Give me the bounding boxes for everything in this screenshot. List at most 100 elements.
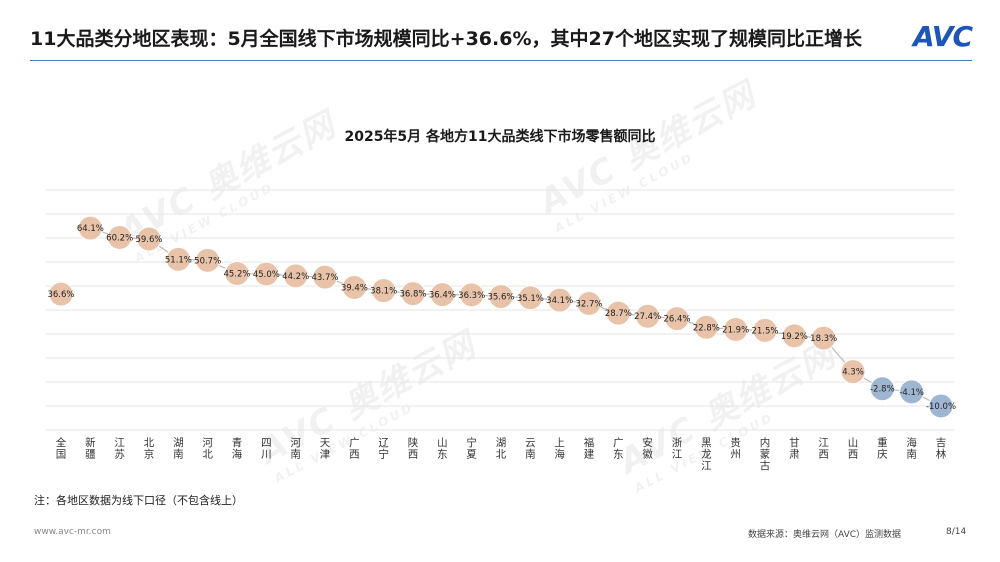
x-tick-label-18: 福 <box>584 436 595 449</box>
data-point-20[interactable] <box>635 303 661 329</box>
data-point-30[interactable] <box>928 393 954 419</box>
data-point-10[interactable] <box>341 274 367 300</box>
data-label-21: 26.4% <box>663 315 690 325</box>
data-label-24: 21.5% <box>751 326 778 336</box>
data-label-8: 44.2% <box>282 272 309 282</box>
x-tick-label-30: 吉 <box>936 437 947 449</box>
x-tick-label-22: 龙 <box>701 448 712 461</box>
data-point-3[interactable] <box>136 226 162 252</box>
x-tick-label-0: 国 <box>56 449 67 461</box>
x-tick-label-16: 云 <box>525 437 536 449</box>
website-link[interactable]: www.avc-mr.com <box>34 527 111 537</box>
data-label-20: 27.4% <box>634 312 661 322</box>
data-label-25: 19.2% <box>781 332 808 342</box>
x-tick-label-25: 肃 <box>789 449 800 461</box>
x-tick-label-25: 甘 <box>789 436 800 449</box>
data-point-19[interactable] <box>605 300 631 326</box>
data-point-0[interactable] <box>48 281 74 307</box>
x-tick-label-24: 古 <box>760 459 771 472</box>
data-label-16: 35.1% <box>517 294 544 304</box>
data-label-7: 45.0% <box>253 270 280 280</box>
x-tick-label-1: 新 <box>85 436 96 449</box>
data-point-13[interactable] <box>429 282 455 308</box>
data-point-24[interactable] <box>752 317 778 343</box>
data-point-25[interactable] <box>781 323 807 349</box>
x-tick-label-11: 宁 <box>378 448 389 461</box>
x-tick-label-19: 东 <box>613 448 624 461</box>
x-tick-label-19: 广 <box>613 437 624 449</box>
data-point-6[interactable] <box>224 261 250 287</box>
x-tick-label-13: 山 <box>437 437 448 449</box>
x-tick-label-9: 天 <box>320 437 331 449</box>
x-tick-label-5: 河 <box>202 437 213 449</box>
data-point-15[interactable] <box>488 284 514 310</box>
x-tick-label-6: 青 <box>232 436 243 449</box>
data-label-0: 36.6% <box>47 290 74 300</box>
data-label-17: 34.1% <box>546 296 573 306</box>
data-point-5[interactable] <box>195 247 221 273</box>
data-point-14[interactable] <box>459 282 485 308</box>
data-point-11[interactable] <box>371 278 397 304</box>
data-point-18[interactable] <box>576 291 602 317</box>
x-tick-label-23: 贵 <box>730 436 741 449</box>
x-tick-label-20: 徽 <box>642 448 653 461</box>
data-point-2[interactable] <box>107 225 133 251</box>
data-point-1[interactable] <box>77 215 103 241</box>
x-tick-label-16: 南 <box>525 448 536 461</box>
x-tick-label-4: 南 <box>173 448 184 461</box>
x-tick-label-8: 南 <box>290 448 301 461</box>
data-point-28[interactable] <box>869 376 895 402</box>
x-tick-label-20: 安 <box>642 436 653 449</box>
x-tick-label-1: 疆 <box>85 449 96 461</box>
page-number: 8/14 <box>946 527 967 537</box>
data-point-27[interactable] <box>840 359 866 385</box>
data-label-10: 39.4% <box>341 283 368 293</box>
x-tick-label-29: 南 <box>906 448 917 461</box>
x-tick-label-22: 江 <box>701 460 712 472</box>
x-tick-label-14: 夏 <box>466 449 477 461</box>
x-tick-label-4: 湖 <box>173 437 184 449</box>
data-label-1: 64.1% <box>77 224 104 234</box>
x-tick-label-6: 海 <box>232 448 243 461</box>
data-point-23[interactable] <box>723 316 749 342</box>
data-labels: 36.6% 64.1%60.2% 59.6%51.1% 50.7%45.2% 45.0%… <box>47 224 956 412</box>
x-tick-label-15: 北 <box>496 449 507 461</box>
data-point-17[interactable] <box>547 287 573 313</box>
data-point-7[interactable] <box>253 261 279 287</box>
footnote: 注：各地区数据为线下口径（不包含线上） <box>34 494 243 507</box>
page-title: 11大品类分地区表现：5月全国线下市场规模同比+36.6%，其中27个地区实现了… <box>30 28 862 50</box>
gridlines <box>46 189 955 431</box>
data-point-16[interactable] <box>517 285 543 311</box>
data-point-4[interactable] <box>165 246 191 272</box>
data-source: 数据来源：奥维云网（AVC）监测数据 <box>748 530 902 540</box>
data-label-13: 36.4% <box>429 291 456 301</box>
data-point-12[interactable] <box>400 281 426 307</box>
data-label-14: 36.3% <box>458 291 485 301</box>
x-tick-label-28: 重 <box>877 436 888 449</box>
x-tick-label-14: 宁 <box>466 436 477 449</box>
x-tick-label-0: 全 <box>56 436 67 449</box>
x-tick-label-2: 江 <box>114 437 125 449</box>
data-label-18: 32.7% <box>575 300 602 310</box>
x-tick-label-7: 川 <box>261 449 272 461</box>
data-label-23: 21.9% <box>722 325 749 335</box>
x-tick-label-28: 庆 <box>877 448 888 461</box>
x-tick-label-18: 建 <box>584 448 595 461</box>
data-label-22: 22.8% <box>693 323 720 333</box>
data-point-26[interactable] <box>811 325 837 351</box>
data-points <box>48 215 954 419</box>
data-label-26: 18.3% <box>810 334 837 344</box>
data-point-8[interactable] <box>283 263 309 289</box>
data-label-6: 45.2% <box>223 270 250 280</box>
data-label-19: 28.7% <box>605 309 632 319</box>
x-tick-label-26: 江 <box>818 437 829 449</box>
data-point-9[interactable] <box>312 264 338 290</box>
data-point-21[interactable] <box>664 306 690 332</box>
x-tick-label-5: 北 <box>202 449 213 461</box>
x-tick-label-27: 西 <box>848 449 859 461</box>
x-tick-label-30: 林 <box>936 448 947 461</box>
data-label-28: -2.8% <box>870 385 895 395</box>
data-point-22[interactable] <box>693 314 719 340</box>
data-point-29[interactable] <box>899 379 925 405</box>
